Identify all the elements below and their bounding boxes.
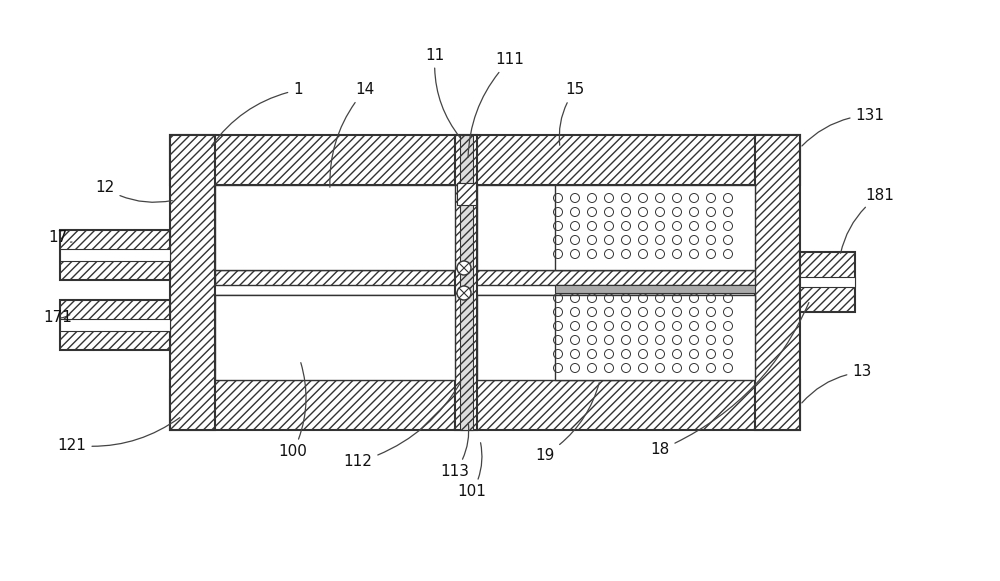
- Text: 13: 13: [802, 364, 872, 403]
- Bar: [755, 135, 800, 430]
- Text: 121: 121: [58, 418, 180, 453]
- Text: 111: 111: [468, 52, 524, 157]
- Bar: [60, 300, 170, 350]
- Text: 14: 14: [330, 83, 375, 187]
- Bar: [800, 277, 855, 287]
- Bar: [555, 295, 755, 380]
- Text: 101: 101: [458, 443, 486, 500]
- Text: 18: 18: [650, 303, 809, 457]
- Text: 112: 112: [344, 382, 461, 469]
- Bar: [170, 135, 800, 185]
- Bar: [457, 183, 476, 205]
- Bar: [477, 295, 697, 380]
- Text: 15: 15: [559, 83, 585, 145]
- Bar: [555, 185, 755, 270]
- Circle shape: [457, 261, 471, 275]
- Bar: [460, 135, 473, 430]
- Bar: [555, 285, 755, 293]
- Bar: [170, 380, 800, 430]
- Bar: [60, 319, 170, 331]
- Text: 131: 131: [802, 107, 885, 146]
- Text: 113: 113: [440, 423, 470, 479]
- Text: 12: 12: [95, 181, 172, 202]
- Text: 181: 181: [841, 188, 894, 253]
- Text: 171: 171: [44, 310, 72, 325]
- Text: 1: 1: [212, 83, 303, 146]
- Text: 100: 100: [279, 363, 307, 460]
- Bar: [60, 249, 170, 261]
- Bar: [215, 295, 755, 310]
- Bar: [215, 270, 755, 285]
- Bar: [800, 252, 855, 312]
- Circle shape: [457, 286, 471, 300]
- Text: 11: 11: [425, 48, 460, 138]
- Text: 17: 17: [48, 231, 72, 246]
- Bar: [215, 185, 455, 270]
- Bar: [477, 185, 697, 270]
- Bar: [60, 230, 170, 280]
- Bar: [455, 135, 477, 430]
- Text: 19: 19: [535, 383, 599, 462]
- Bar: [170, 135, 215, 430]
- Bar: [215, 295, 455, 380]
